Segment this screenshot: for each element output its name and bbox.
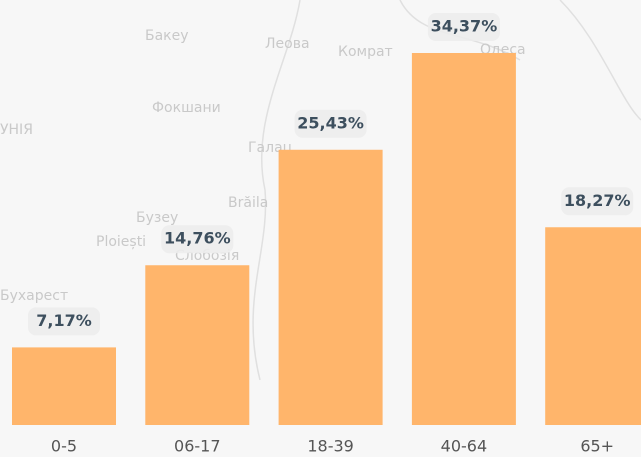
- map-label: Комрат: [338, 44, 393, 60]
- bar: [545, 227, 641, 425]
- map-label: Бузеу: [136, 210, 178, 226]
- map-label: Brăila: [228, 195, 268, 211]
- value-label: 7,17%: [36, 311, 92, 330]
- bar: [145, 265, 250, 425]
- value-label: 34,37%: [431, 17, 498, 36]
- x-tick-label: 06-17: [174, 437, 221, 456]
- x-tick-label: 0-5: [51, 437, 77, 456]
- map-label: Ploiești: [96, 234, 146, 250]
- map-label: Фокшани: [152, 100, 221, 116]
- bar: [411, 53, 516, 425]
- bar: [12, 347, 116, 425]
- map-label: Бухарест: [0, 288, 68, 304]
- value-label-bg: [294, 109, 367, 138]
- bar: [278, 149, 383, 426]
- x-tick-label: 40-64: [441, 437, 488, 456]
- value-label-bg: [427, 13, 500, 41]
- value-label-bg: [561, 187, 634, 216]
- x-tick-label: 65+: [580, 437, 614, 456]
- value-label: 18,27%: [564, 191, 631, 210]
- x-tick-label: 18-39: [307, 437, 354, 456]
- map-label: Бакеу: [145, 28, 189, 44]
- value-label-bg: [28, 307, 100, 336]
- map-label: УНІЯ: [0, 122, 33, 138]
- value-label: 14,76%: [164, 229, 231, 248]
- value-label-bg: [161, 225, 234, 254]
- value-label: 25,43%: [297, 113, 364, 132]
- map-label: Леова: [265, 36, 310, 52]
